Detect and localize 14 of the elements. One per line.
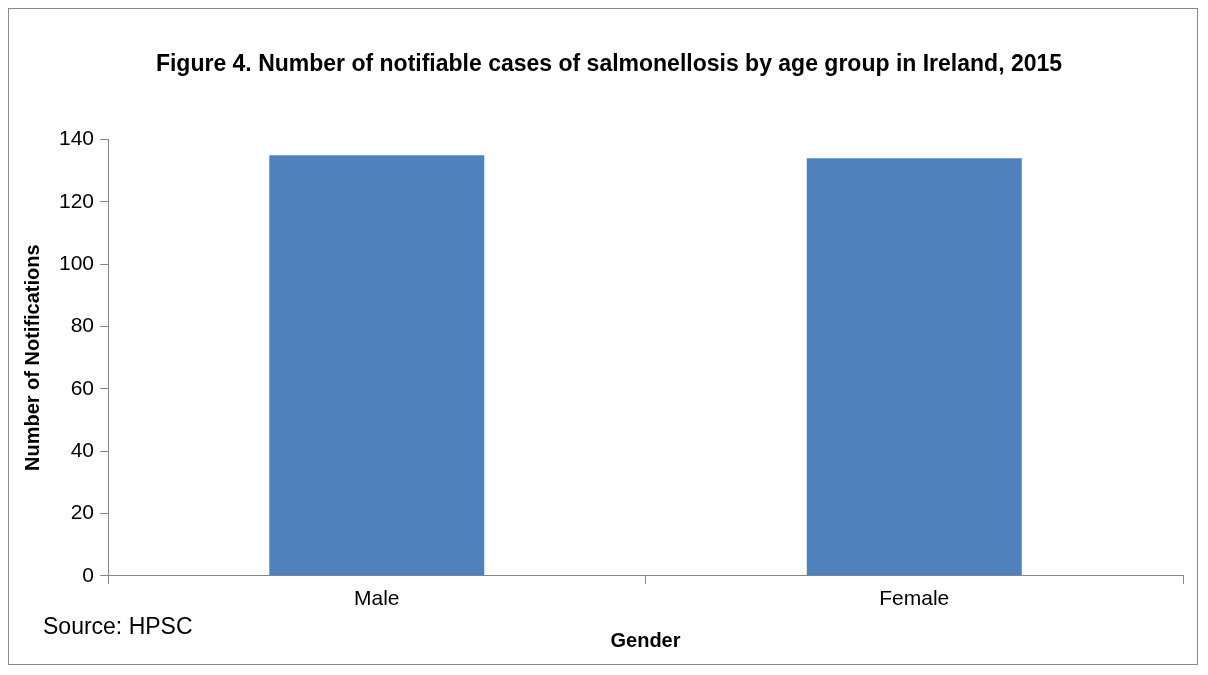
y-tick-label: 100 <box>58 251 95 275</box>
y-axis-title: Number of Notifications <box>20 244 43 472</box>
x-axis-title: Gender <box>610 628 681 651</box>
y-tick-label: 0 <box>82 562 95 586</box>
y-tick-label: 80 <box>70 313 95 337</box>
y-tick-label: 20 <box>70 500 95 524</box>
y-tick-label: 120 <box>58 188 95 212</box>
x-tick-label: Female <box>879 586 950 610</box>
y-tick-label: 60 <box>70 375 95 399</box>
y-tick-label: 140 <box>58 126 95 150</box>
chart-title: Figure 4. Number of notifiable cases of salmonellosis by age group in Ireland, 2015 <box>154 49 1064 78</box>
y-tick-label: 40 <box>70 437 95 461</box>
x-tick-label: Male <box>354 586 400 610</box>
source-note: Source: HPSC <box>43 613 193 640</box>
